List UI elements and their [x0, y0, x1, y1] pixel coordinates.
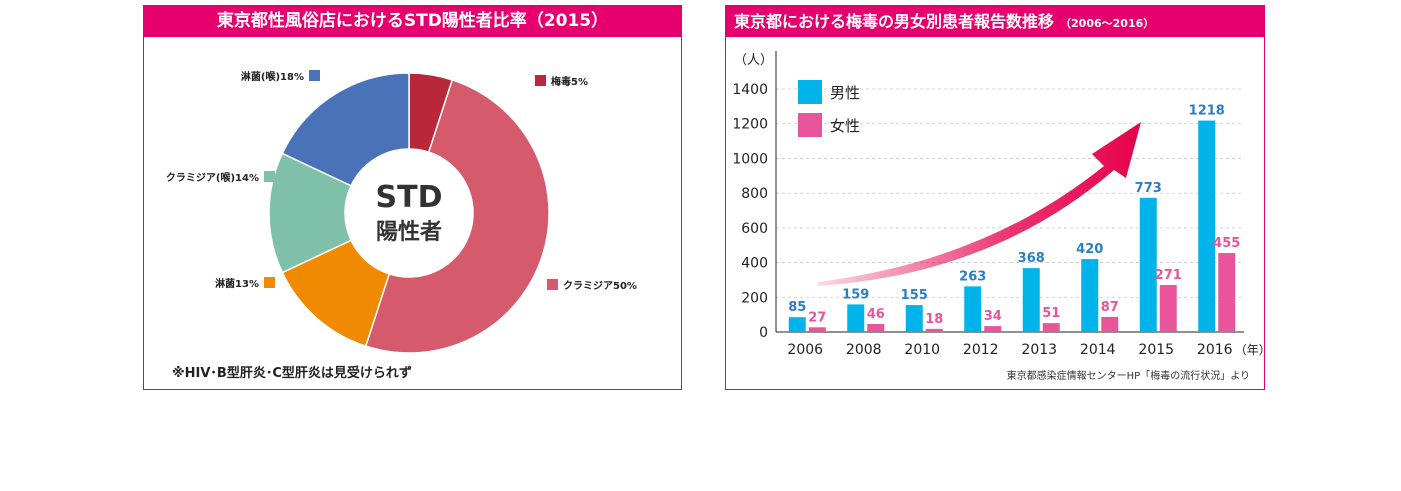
- bar-female: [808, 327, 826, 332]
- bar-male: [847, 304, 865, 332]
- pie-chart: 梅毒5% クラミジア50% 淋菌13% クラミジア(喉)14% 淋菌(喉)18% STD 陽…: [166, 70, 637, 354]
- bar-male: [1081, 259, 1099, 332]
- bar-value-label: 34: [984, 309, 1002, 324]
- bar-value-label: 263: [959, 269, 986, 284]
- bar-chart-title: 東京都における梅毒の男女別患者報告数推移: [734, 12, 1055, 31]
- pie-legend-swatch: [309, 70, 320, 81]
- pie-slice: [281, 72, 410, 187]
- pie-chart-note: ※HIV･B型肝炎･C型肝炎は見受けられず: [172, 366, 412, 381]
- pie-center-label: 陽性者: [376, 220, 442, 245]
- bar-value-label: 18: [925, 312, 943, 327]
- legend-swatch: [798, 113, 822, 137]
- pie-slice-label: 淋菌(喉)18%: [241, 70, 304, 83]
- pie-slice-label: クラミジア(喉)14%: [166, 171, 259, 184]
- y-axis-unit: （人）: [734, 53, 773, 68]
- bar-chart-source: 東京都感染症情報センターHP「梅毒の流行状況」より: [1006, 371, 1250, 382]
- bar-value-label: 368: [1018, 251, 1045, 266]
- bar-male: [1022, 268, 1040, 332]
- pie-legend-swatch: [547, 279, 558, 290]
- x-tick-label: 2014: [1080, 342, 1116, 358]
- x-tick-label: 2006: [787, 342, 823, 358]
- y-tick-label: 1200: [732, 117, 768, 133]
- pie-legend-swatch: [535, 75, 546, 86]
- bar-female: [984, 326, 1002, 332]
- pie-legend-swatch: [264, 171, 275, 182]
- x-tick-label: 2008: [846, 342, 882, 358]
- bar-value-label: 51: [1042, 306, 1060, 321]
- bar-female: [1101, 316, 1119, 332]
- bar-male: [905, 305, 923, 332]
- pie-slice-label: 淋菌13%: [215, 277, 259, 290]
- bar-chart-subtitle: （2006～2016）: [1060, 17, 1155, 30]
- pie-slice-label: 梅毒5%: [551, 75, 588, 88]
- x-axis-unit: （年）: [1235, 343, 1271, 357]
- bar-male: [964, 286, 982, 332]
- x-tick-label: 2012: [963, 342, 999, 358]
- bar-chart-header: 東京都における梅毒の男女別患者報告数推移 （2006～2016）: [726, 6, 1264, 37]
- bar-chart-panel: 東京都における梅毒の男女別患者報告数推移 （2006～2016） 0 200 400 6…: [725, 5, 1271, 390]
- bar-value-label: 85: [788, 300, 806, 315]
- legend-swatch: [798, 80, 822, 104]
- bar-female: [1159, 284, 1177, 332]
- x-tick-label: 2016: [1197, 342, 1233, 358]
- pie-slice-label: クラミジア50%: [563, 280, 637, 292]
- pie-legend-swatch: [264, 277, 275, 288]
- bar-value-label: 27: [808, 310, 826, 325]
- y-tick-label: 200: [741, 290, 768, 306]
- bar-value-label: 87: [1101, 300, 1119, 315]
- bar-female: [1042, 323, 1060, 332]
- bar-value-label: 46: [867, 307, 885, 322]
- y-tick-label: 0: [759, 325, 768, 341]
- bar-value-label: 420: [1076, 242, 1103, 257]
- bar-value-label: 773: [1135, 181, 1162, 196]
- pie-chart-title: 東京都性風俗店におけるSTD陽性者比率（2015）: [144, 6, 681, 37]
- legend-label: 女性: [830, 117, 860, 135]
- pie-slice: [364, 78, 550, 354]
- bar-value-label: 155: [901, 288, 928, 303]
- x-tick-label: 2010: [904, 342, 940, 358]
- y-tick-label: 1400: [732, 82, 768, 98]
- bar-female: [867, 324, 885, 332]
- legend-label: 男性: [830, 84, 860, 102]
- pie-center-label: STD: [376, 180, 443, 215]
- y-tick-label: 1000: [732, 151, 768, 167]
- bar-male: [1139, 197, 1157, 332]
- pie-chart-panel: 東京都性風俗店におけるSTD陽性者比率（2015） 梅毒5% クラミジア50% 淋菌…: [143, 5, 682, 390]
- bar-male: [1198, 120, 1216, 332]
- bar-value-label: 1218: [1189, 104, 1225, 119]
- bar-female: [1218, 253, 1236, 332]
- x-tick-label: 2013: [1021, 342, 1057, 358]
- y-tick-label: 600: [741, 221, 768, 237]
- y-tick-label: 800: [741, 186, 768, 202]
- bar-value-label: 455: [1213, 236, 1240, 251]
- bar-value-label: 159: [842, 287, 869, 302]
- bar-male: [788, 317, 806, 332]
- x-tick-label: 2015: [1138, 342, 1174, 358]
- y-tick-label: 400: [741, 256, 768, 272]
- bar-value-label: 271: [1155, 268, 1182, 283]
- bar-female: [925, 328, 943, 332]
